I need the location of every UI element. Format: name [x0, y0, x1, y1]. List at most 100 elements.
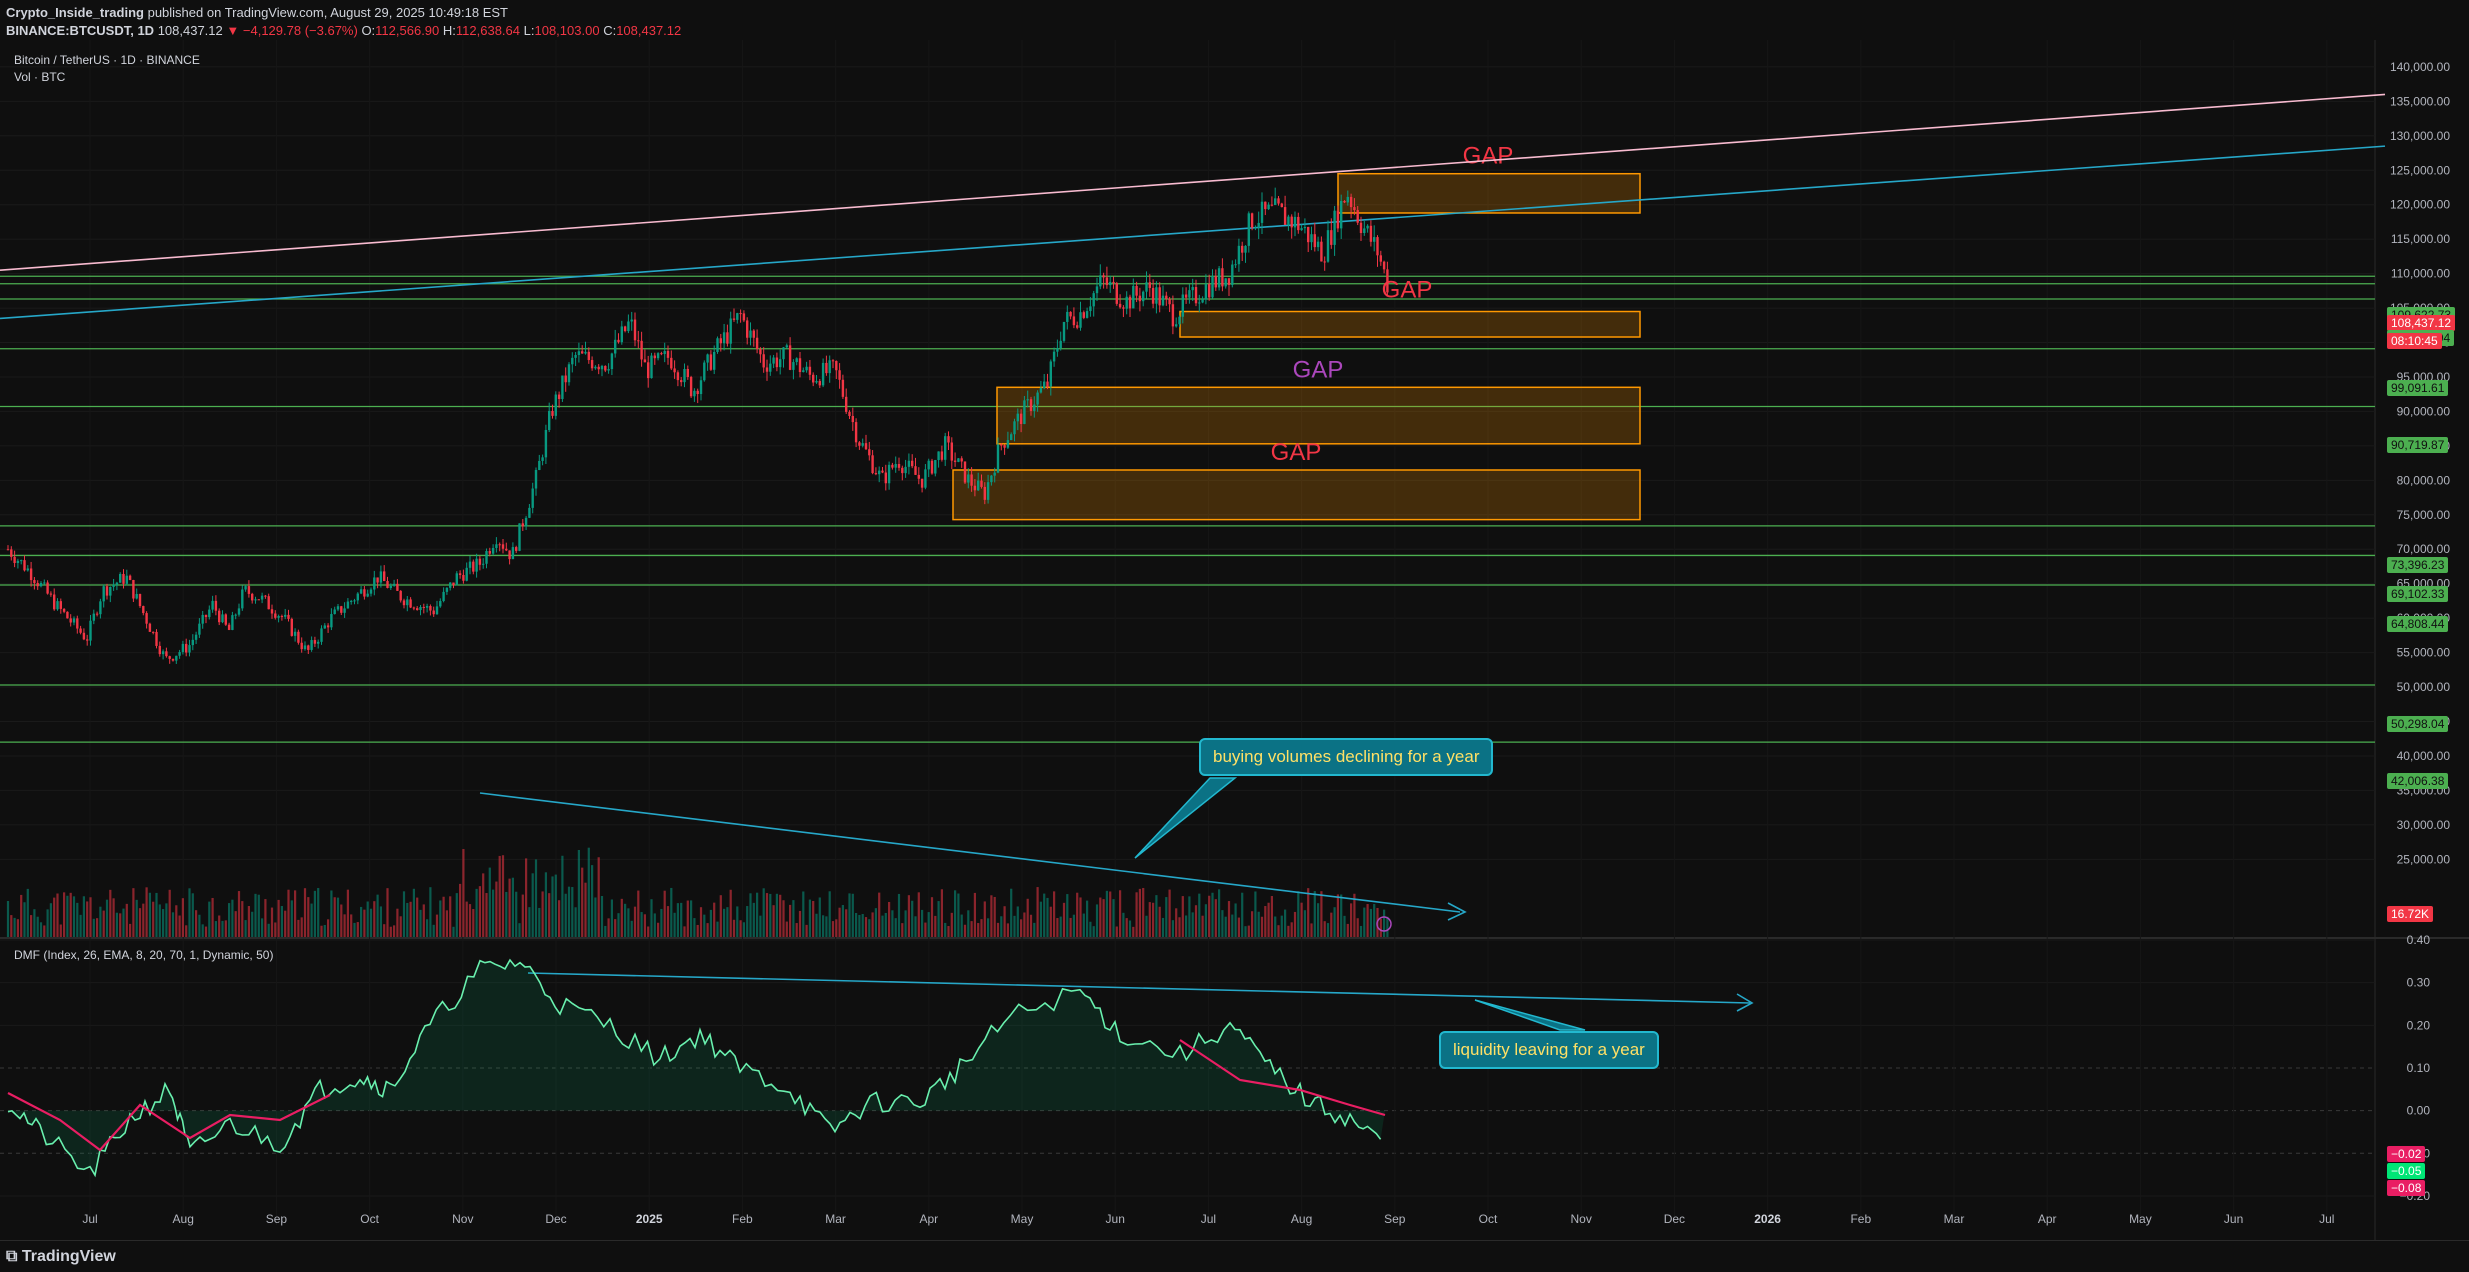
volume-bar [171, 912, 175, 937]
candle-body [920, 478, 924, 488]
time-tick-label: Oct [360, 1212, 379, 1226]
volume-bar [1293, 911, 1297, 937]
volume-bar [297, 919, 300, 937]
volume-last-tag: 16.72K [2387, 906, 2434, 922]
volume-bar [987, 918, 990, 937]
volume-bar [709, 909, 712, 937]
candle-body [541, 457, 544, 461]
candle-body [630, 319, 633, 322]
candle-body [775, 357, 779, 368]
candle-body [1307, 226, 1310, 243]
candle-body [260, 595, 264, 600]
volume-bar [294, 890, 297, 937]
candle-body [782, 347, 785, 360]
chart-canvas[interactable]: GAP GAP GAP GAP 140,000.00 135,000.00 130,000… [0, 40, 2469, 1240]
volume-bar [1313, 891, 1316, 937]
volume-bar [1086, 900, 1089, 937]
annotation-liquidity[interactable]: liquidity leaving for a year [1439, 1031, 1659, 1069]
candle-body [323, 625, 326, 629]
tradingview-logo[interactable]: ⧉ TradingView [6, 1248, 116, 1265]
volume-bar [287, 889, 290, 937]
dmf-tick-label: 0.20 [2407, 1018, 2431, 1032]
candle-body [13, 556, 16, 563]
volume-bar [353, 922, 356, 937]
candle-body [851, 415, 854, 423]
candle-body [742, 313, 746, 321]
candle-body [188, 645, 191, 653]
candle-body [142, 606, 145, 614]
candle-body [33, 580, 36, 584]
candle-body [442, 591, 445, 602]
price-tick-label: 70,000.00 [2397, 542, 2451, 556]
volume-bar [181, 898, 184, 937]
candle-body [640, 340, 643, 360]
volume-bar [914, 916, 917, 937]
low-value: 108,103.00 [534, 23, 600, 38]
time-tick-label: Jun [1106, 1212, 1125, 1226]
volume-bar [204, 926, 208, 937]
candle-body [1175, 324, 1178, 327]
candle-body [660, 353, 663, 355]
candle-body [1118, 303, 1122, 308]
candle-body [1227, 278, 1231, 286]
volume-bar [1105, 890, 1108, 937]
volume-bar [138, 908, 142, 937]
volume-bar [1201, 915, 1204, 937]
volume-bar [119, 913, 122, 937]
candle-body [1231, 264, 1234, 286]
time-tick-label: 2026 [1754, 1212, 1781, 1226]
candle-body [340, 606, 343, 613]
candle-body [53, 594, 56, 610]
volume-bar [1185, 915, 1188, 937]
volume-bar [1020, 919, 1023, 937]
candle-body [425, 606, 429, 608]
candle-body [528, 507, 531, 518]
gap-zones: GAP GAP GAP GAP [952, 143, 1641, 521]
candle-body [1333, 210, 1336, 245]
volume-bar [996, 922, 1000, 937]
volume-bar [241, 901, 244, 937]
time-tick-label: Aug [173, 1212, 194, 1226]
volume-bar [772, 905, 775, 937]
volume-bar [864, 917, 868, 937]
author-name[interactable]: Crypto_Inside_trading [6, 5, 144, 20]
volume-bar [412, 888, 415, 937]
candle-body [821, 362, 825, 386]
volume-bar [175, 905, 178, 937]
volume-bar [1125, 918, 1128, 937]
candle-body [930, 460, 934, 474]
candle-body [155, 631, 158, 646]
annotation-volume[interactable]: buying volumes declining for a year [1199, 738, 1494, 776]
volume-bar [617, 913, 620, 937]
price-tick-label: 40,000.00 [2397, 749, 2451, 763]
candle-body [128, 575, 132, 580]
volume-bar [13, 917, 16, 937]
candle-body [1379, 255, 1382, 262]
volume-bar [76, 902, 79, 937]
candle-body [604, 365, 607, 371]
candle-body [472, 561, 475, 572]
candle-body [234, 614, 237, 616]
candle-body [620, 326, 623, 343]
chart-title: Bitcoin / TetherUS · 1D · BINANCE [14, 53, 200, 67]
volume-bar [633, 906, 637, 937]
candle-body [891, 464, 894, 468]
volume-bar [1155, 895, 1158, 937]
candle-body [887, 464, 891, 484]
candle-body [491, 548, 495, 554]
volume-bar [554, 874, 557, 937]
candle-body [455, 573, 458, 586]
volume-bar [1010, 888, 1013, 937]
volume-bar [1204, 904, 1207, 937]
volume-bar [713, 902, 716, 937]
volume-bar [818, 897, 821, 937]
volume-bar [967, 910, 970, 937]
volume-bar [135, 899, 138, 937]
candle-body [1303, 226, 1307, 229]
candle-body [785, 345, 788, 348]
candle-body [86, 639, 89, 641]
candle-body [874, 473, 878, 475]
candle-body [39, 582, 43, 587]
candle-body [1310, 234, 1313, 243]
candle-body [1000, 444, 1003, 446]
